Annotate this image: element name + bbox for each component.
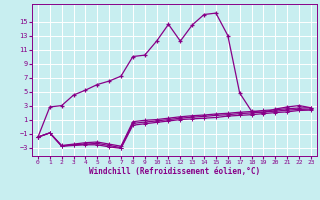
X-axis label: Windchill (Refroidissement éolien,°C): Windchill (Refroidissement éolien,°C) (89, 167, 260, 176)
